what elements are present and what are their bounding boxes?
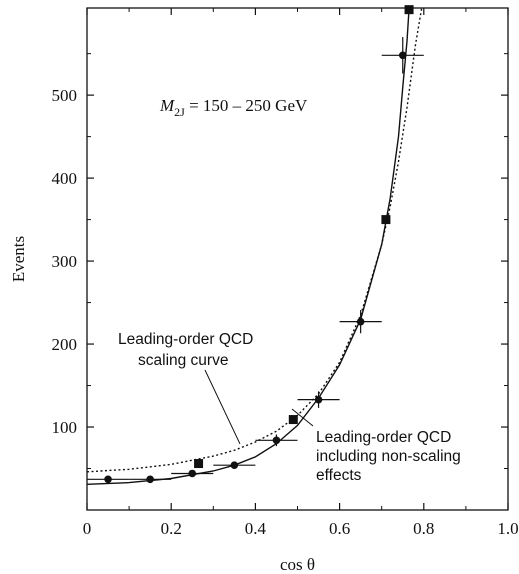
data-point-circle — [398, 51, 407, 60]
data-point-circle — [104, 475, 112, 484]
data-point-circle — [272, 436, 281, 445]
data-point-circle — [188, 469, 197, 478]
data-point-square — [288, 415, 298, 425]
y-tick-label: 200 — [52, 335, 78, 354]
data-point-circle — [230, 461, 239, 469]
non-scaling-pointer — [291, 408, 314, 427]
data-point-circle — [314, 395, 323, 404]
data-point-square — [404, 5, 414, 15]
scaling-curve-annotation: Leading-order QCD scaling curve — [118, 331, 253, 369]
x-tick-label: 0.2 — [161, 519, 182, 538]
y-axis-label: Events — [9, 236, 28, 282]
x-tick-label: 0.6 — [329, 519, 350, 538]
x-tick-label: 0.8 — [413, 519, 434, 538]
y-tick-label: 300 — [52, 252, 78, 271]
data-point-circle — [356, 317, 365, 326]
y-tick-label: 400 — [52, 169, 78, 188]
data-point-circle — [146, 475, 154, 484]
data-point-square — [194, 459, 204, 469]
data-point-square — [381, 215, 391, 225]
x-tick-label: 0.4 — [245, 519, 267, 538]
non-scaling-curve-line — [87, 8, 410, 485]
x-tick-label: 0 — [83, 519, 92, 538]
y-tick-label: 500 — [52, 86, 78, 105]
scaling-curve-line — [87, 8, 423, 473]
y-tick-label: 100 — [52, 418, 78, 437]
non-scaling-annotation: Leading-order QCD including non-scaling ef… — [316, 429, 461, 484]
mass-range-label: M2J = 150 – 250 GeV — [159, 96, 308, 119]
x-tick-label: 1.0 — [497, 519, 518, 538]
scaling-curve-pointer — [204, 369, 241, 445]
x-axis-label: cos θ — [280, 555, 315, 574]
